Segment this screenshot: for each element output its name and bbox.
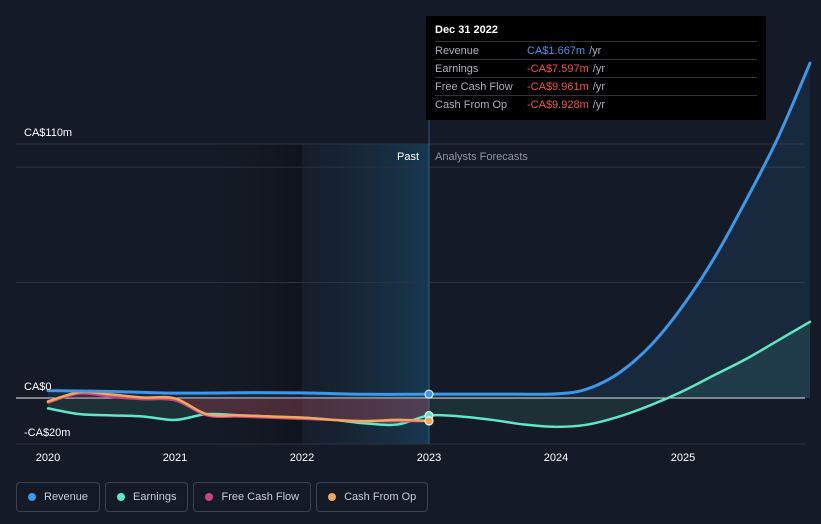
tooltip-date: Dec 31 2022 (435, 24, 498, 36)
y-label-top: CA$110m (24, 127, 72, 139)
tooltip-label: Revenue (435, 44, 480, 57)
legend-label: Revenue (44, 491, 89, 503)
legend-label: Earnings (133, 491, 177, 503)
tooltip-value: -CA$9.961m (527, 80, 589, 93)
tooltip-row: Earnings -CA$7.597m/yr (435, 59, 757, 77)
legend-label: Cash From Op (344, 491, 417, 503)
marker-cash-from-op (424, 416, 434, 426)
tooltip: Dec 31 2022 Revenue CA$1.667m/yr Earnings -… (426, 16, 766, 120)
tooltip-row: Revenue CA$1.667m/yr (435, 41, 757, 59)
legend-item-earnings[interactable]: Earnings (105, 482, 189, 512)
tooltip-label: Earnings (435, 62, 479, 75)
series-line-revenue (46, 61, 812, 396)
tooltip-value: -CA$9.928m (527, 98, 589, 111)
legend-dot-icon (328, 493, 337, 501)
marker-revenue (424, 389, 434, 399)
x-tick-label: 2024 (544, 452, 568, 464)
legend-item-free-cash-flow[interactable]: Free Cash Flow (193, 482, 312, 512)
legend-item-revenue[interactable]: Revenue (16, 482, 101, 512)
y-label-bottom: -CA$20m (24, 427, 70, 439)
legend-dot-icon (28, 493, 36, 501)
x-tick-label: 2021 (163, 452, 187, 464)
tooltip-row: Free Cash Flow -CA$9.961m/yr (435, 77, 757, 95)
legend: Revenue Earnings Free Cash Flow Cash From O… (16, 482, 429, 512)
tooltip-unit: /yr (589, 44, 602, 57)
cashflow-negative-area (48, 393, 429, 422)
tooltip-row: Cash From Op -CA$9.928m/yr (435, 95, 757, 113)
tooltip-unit: /yr (592, 80, 605, 93)
tooltip-value: CA$1.667m (527, 44, 586, 57)
legend-item-cash-from-op[interactable]: Cash From Op (316, 482, 429, 512)
period-label-past: Past (397, 151, 419, 163)
series-line-cash-from-op (46, 390, 431, 423)
legend-dot-icon (117, 493, 126, 501)
legend-dot-icon (205, 493, 214, 501)
period-label-forecast: Analysts Forecasts (435, 151, 528, 163)
tooltip-value: -CA$7.597m (527, 62, 589, 75)
legend-label: Free Cash Flow (221, 491, 300, 503)
tooltip-unit: /yr (592, 62, 605, 75)
tooltip-unit: /yr (592, 98, 605, 111)
y-label-zero: CA$0 (24, 381, 52, 393)
x-tick-label: 2023 (417, 452, 441, 464)
x-tick-label: 2025 (671, 452, 695, 464)
x-tick-label: 2020 (36, 452, 60, 464)
earnings-area (48, 321, 810, 427)
x-tick-label: 2022 (290, 452, 314, 464)
tooltip-label: Cash From Op (435, 98, 508, 111)
tooltip-label: Free Cash Flow (435, 80, 513, 93)
